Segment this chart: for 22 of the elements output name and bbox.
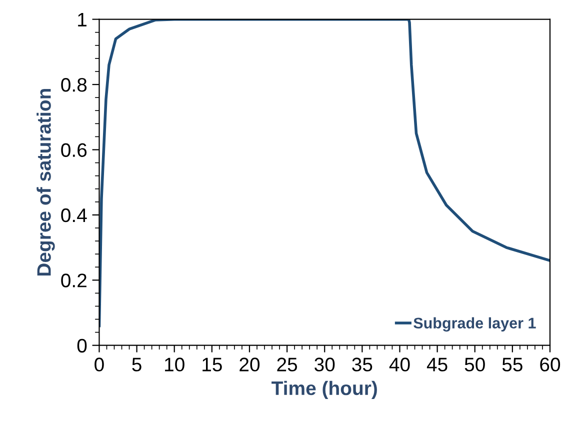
x-tick-label: 45 [426, 358, 448, 372]
x-tick-label: 30 [314, 358, 335, 372]
x-tick-label: 10 [165, 358, 184, 372]
legend-label: Subgrade layer 1 [414, 317, 536, 332]
x-axis-title: Time (hour) [272, 380, 377, 399]
y-tick-label: 0.6 [61, 143, 87, 157]
x-tick-label: 5 [132, 358, 142, 372]
y-tick-label: 0 [77, 338, 87, 353]
x-tick-label: 0 [94, 358, 104, 372]
x-tick-label: 55 [502, 358, 522, 372]
y-tick-label: 0.2 [61, 274, 86, 288]
x-tick-label: 20 [240, 358, 260, 372]
y-tick-label: 0.8 [61, 78, 87, 92]
y-tick-label: 0.4 [61, 208, 87, 222]
x-tick-label: 60 [540, 358, 560, 372]
y-tick-label: 1 [78, 12, 86, 26]
x-tick-label: 50 [464, 358, 485, 372]
x-tick-label: 25 [277, 358, 298, 372]
x-tick-label: 40 [389, 358, 410, 372]
x-tick-label: 35 [352, 358, 372, 372]
y-axis-title: Degree of saturation [36, 88, 55, 276]
x-tick-label: 15 [202, 358, 222, 372]
